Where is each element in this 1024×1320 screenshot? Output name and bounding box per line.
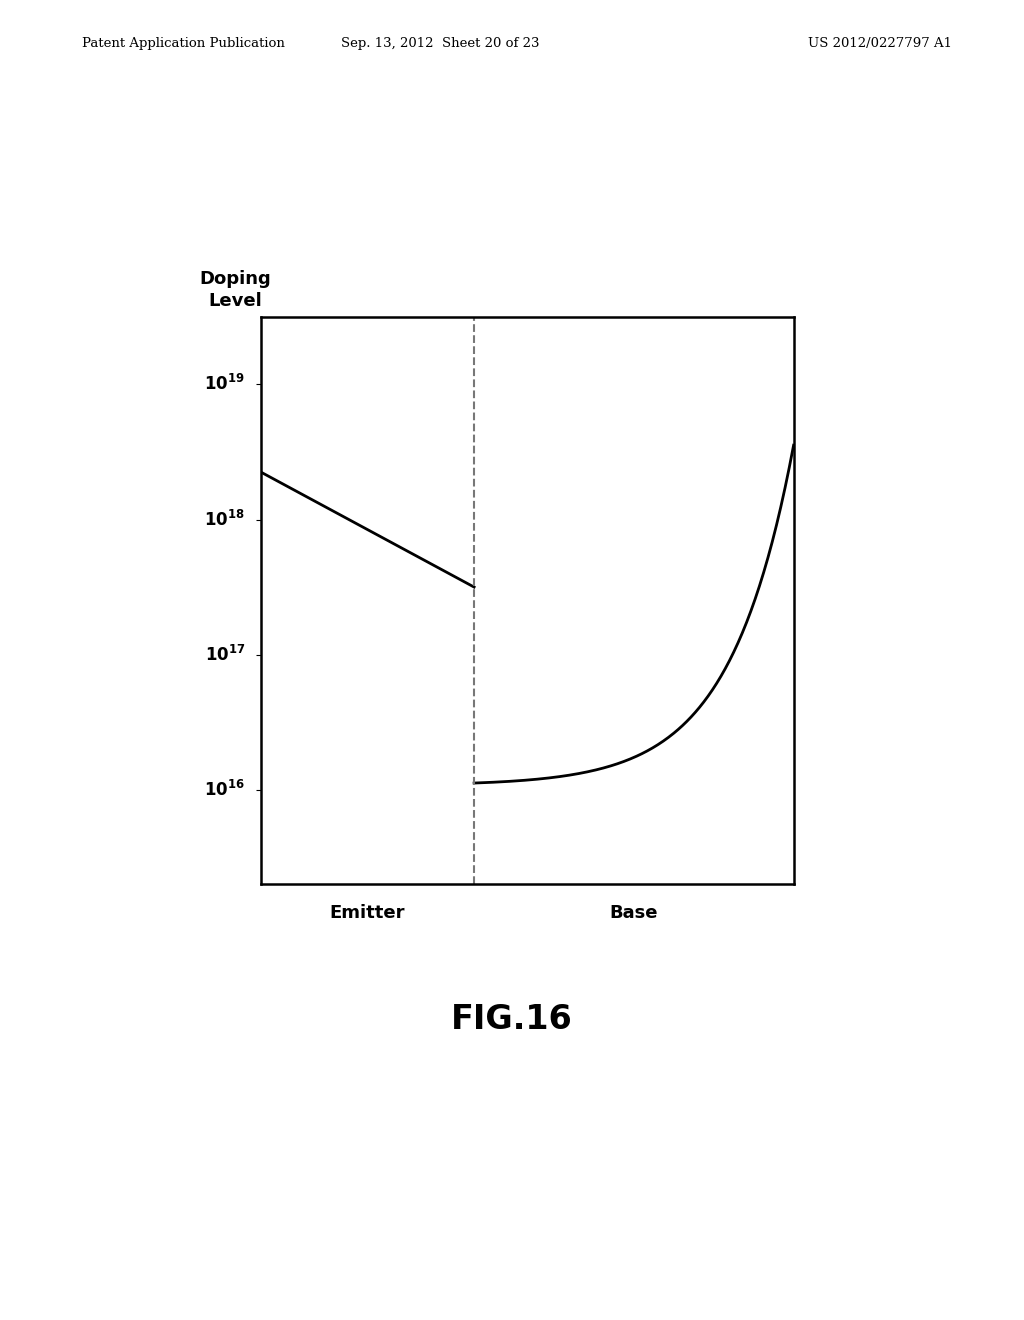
Text: $\mathbf{10^{17}}$: $\mathbf{10^{17}}$ [205,644,245,665]
Text: Base: Base [609,904,658,923]
Text: Emitter: Emitter [330,904,406,923]
Text: US 2012/0227797 A1: US 2012/0227797 A1 [808,37,952,50]
Text: Doping
Level: Doping Level [200,271,271,310]
Text: $\mathbf{10^{18}}$: $\mathbf{10^{18}}$ [205,510,245,529]
Text: Sep. 13, 2012  Sheet 20 of 23: Sep. 13, 2012 Sheet 20 of 23 [341,37,540,50]
Text: FIG.16: FIG.16 [452,1003,572,1036]
Text: Patent Application Publication: Patent Application Publication [82,37,285,50]
Text: $\mathbf{10^{19}}$: $\mathbf{10^{19}}$ [205,375,245,395]
Text: $\mathbf{10^{16}}$: $\mathbf{10^{16}}$ [204,780,245,800]
